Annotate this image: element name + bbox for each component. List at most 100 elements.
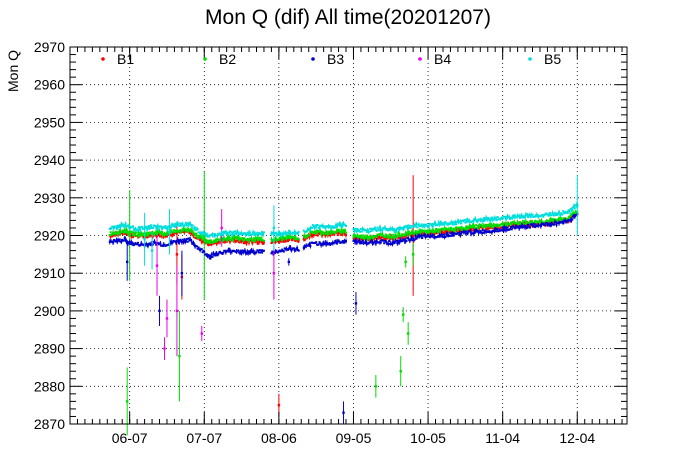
data-point xyxy=(200,248,203,251)
data-point xyxy=(509,223,512,226)
data-point xyxy=(411,234,415,237)
data-point xyxy=(124,231,127,234)
data-point xyxy=(236,250,239,253)
data-point xyxy=(500,216,503,219)
data-point xyxy=(286,231,289,234)
data-point xyxy=(109,231,112,234)
data-point xyxy=(400,233,403,236)
data-point xyxy=(246,233,249,236)
data-point xyxy=(411,239,414,242)
data-point xyxy=(170,226,173,229)
data-point xyxy=(416,232,419,235)
data-point xyxy=(427,231,430,234)
data-point xyxy=(245,232,248,235)
data-point xyxy=(109,239,112,242)
data-point xyxy=(467,229,470,232)
data-point xyxy=(489,226,492,229)
data-point xyxy=(237,231,240,234)
data-point xyxy=(180,272,184,275)
data-point xyxy=(246,241,249,244)
data-point xyxy=(173,229,176,232)
data-point xyxy=(223,249,226,252)
data-point xyxy=(451,221,454,224)
data-point xyxy=(129,243,132,246)
data-point xyxy=(297,230,300,233)
data-point xyxy=(185,238,188,241)
data-point xyxy=(335,225,338,228)
data-point xyxy=(412,225,415,228)
data-point xyxy=(553,211,556,214)
data-point xyxy=(201,251,204,254)
data-point xyxy=(163,226,166,229)
data-point xyxy=(187,237,190,240)
data-point xyxy=(191,224,194,227)
data-point xyxy=(550,219,553,222)
data-point xyxy=(413,238,416,241)
data-point xyxy=(296,232,299,235)
data-point xyxy=(272,226,276,230)
data-point xyxy=(365,230,368,233)
data-point xyxy=(188,221,191,224)
data-point xyxy=(567,209,570,212)
data-point xyxy=(172,233,175,236)
data-point xyxy=(204,232,207,235)
data-point xyxy=(541,213,544,216)
data-point xyxy=(251,232,254,235)
data-point xyxy=(306,244,309,247)
data-point xyxy=(286,248,289,251)
data-point xyxy=(291,231,294,234)
data-point xyxy=(146,236,149,239)
y-tick-label: 2880 xyxy=(34,378,65,394)
data-point xyxy=(146,243,149,246)
data-point xyxy=(404,260,407,264)
data-point xyxy=(278,249,281,252)
data-point xyxy=(200,232,203,235)
data-point xyxy=(122,224,125,227)
data-point xyxy=(508,224,511,227)
series-B2 xyxy=(108,171,579,436)
data-point xyxy=(233,230,236,233)
data-point xyxy=(302,229,305,232)
data-point xyxy=(257,239,260,242)
data-point xyxy=(466,232,469,235)
data-point xyxy=(141,225,144,228)
data-point xyxy=(311,226,314,229)
data-point xyxy=(275,249,278,252)
data-point xyxy=(477,226,480,229)
data-point xyxy=(519,221,522,224)
data-point xyxy=(452,227,455,230)
data-point xyxy=(448,223,451,226)
data-point xyxy=(514,227,517,230)
data-point xyxy=(503,223,506,226)
data-point xyxy=(382,239,385,242)
data-point xyxy=(340,241,343,244)
data-point xyxy=(386,228,389,231)
data-point xyxy=(466,225,469,228)
data-point xyxy=(338,240,341,243)
data-point xyxy=(551,222,554,225)
data-point xyxy=(471,226,474,229)
data-point xyxy=(471,229,474,232)
data-point xyxy=(408,224,411,227)
data-point xyxy=(235,239,238,242)
data-point xyxy=(312,225,315,228)
data-point xyxy=(251,251,254,254)
data-point xyxy=(456,221,459,224)
data-point xyxy=(165,317,169,320)
data-point xyxy=(420,223,423,226)
data-point xyxy=(566,212,569,215)
data-point xyxy=(384,240,387,243)
data-point xyxy=(294,239,297,242)
data-point xyxy=(257,249,260,252)
data-point xyxy=(125,260,129,264)
legend-marker-B2 xyxy=(203,57,207,61)
data-point xyxy=(515,216,518,219)
data-point xyxy=(219,232,222,235)
data-point xyxy=(324,232,327,235)
data-point xyxy=(277,238,280,241)
data-point xyxy=(122,229,125,232)
data-point xyxy=(233,236,236,239)
data-point xyxy=(237,249,240,252)
data-point xyxy=(212,241,215,244)
data-point xyxy=(353,236,356,239)
